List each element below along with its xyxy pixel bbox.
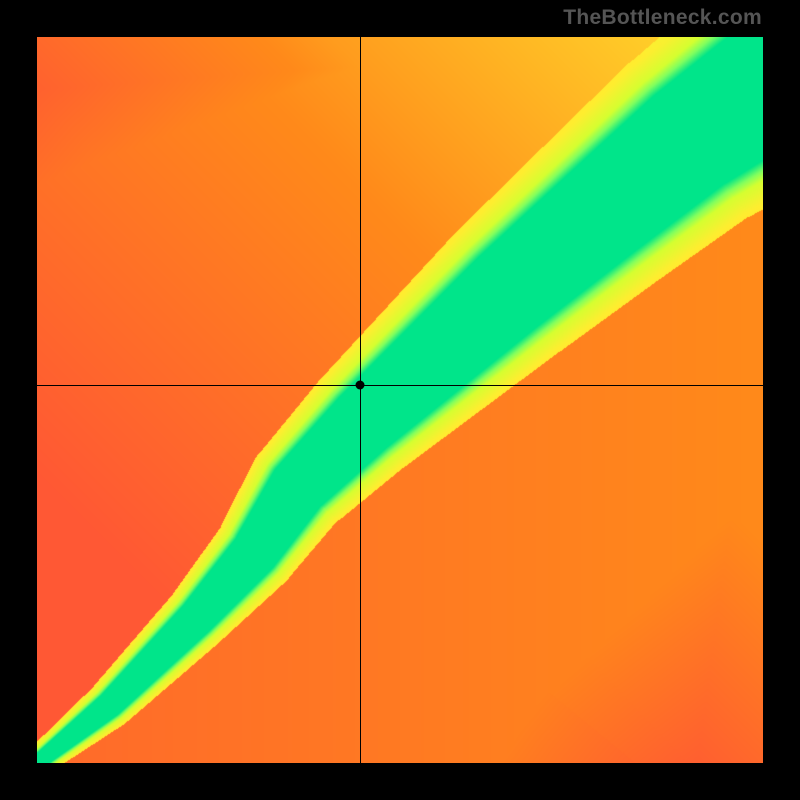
heatmap-plot-area <box>37 37 763 763</box>
chart-container: TheBottleneck.com <box>0 0 800 800</box>
crosshair-vertical <box>360 37 361 763</box>
crosshair-marker <box>356 381 365 390</box>
heatmap-canvas <box>37 37 763 763</box>
attribution-text: TheBottleneck.com <box>563 6 762 30</box>
crosshair-horizontal <box>37 385 763 386</box>
